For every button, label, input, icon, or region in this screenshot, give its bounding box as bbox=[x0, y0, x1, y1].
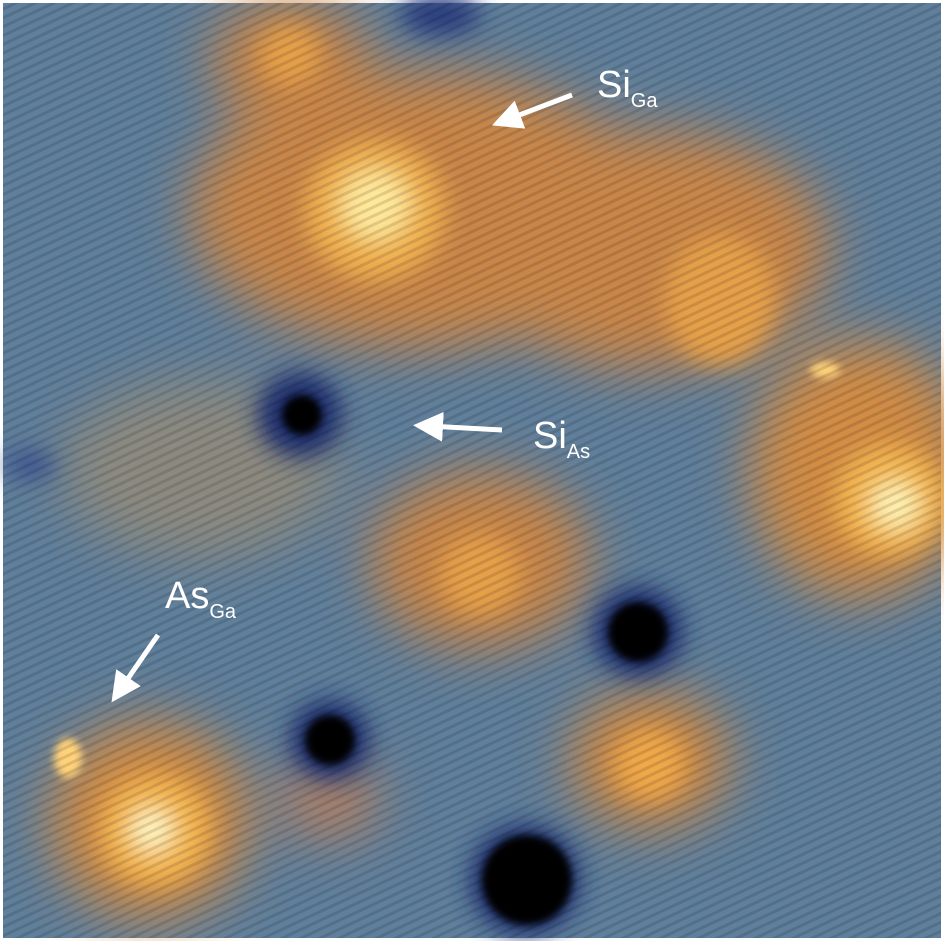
label-sub: Ga bbox=[631, 90, 659, 112]
atomic-lattice bbox=[3, 3, 941, 938]
label-sub: Ga bbox=[209, 601, 237, 623]
stm-image: SiGa SiAs AsGa bbox=[0, 0, 944, 941]
label-main: Si bbox=[597, 64, 631, 106]
label-sub: As bbox=[567, 441, 590, 463]
label-main: As bbox=[165, 575, 209, 617]
label-main: Si bbox=[533, 415, 567, 457]
